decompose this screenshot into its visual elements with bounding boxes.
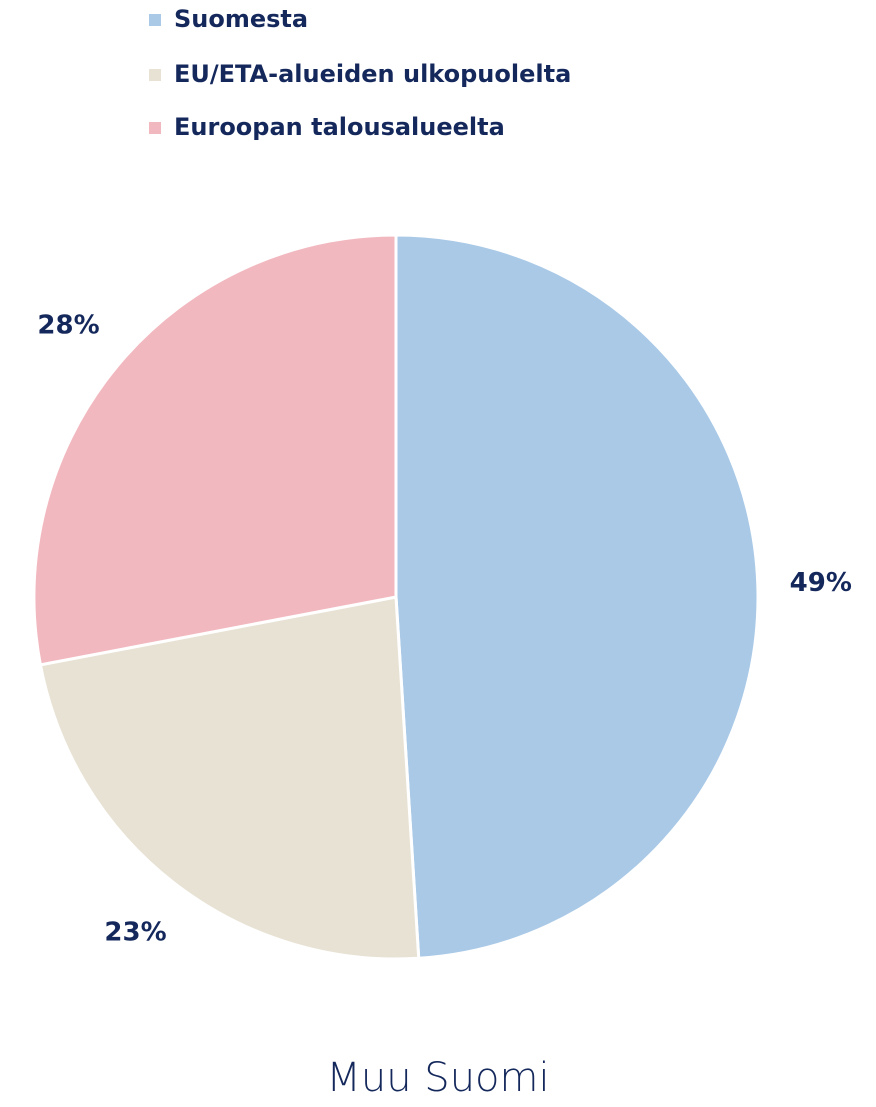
data-label: 28% <box>37 311 99 341</box>
pie-slice <box>38 595 421 961</box>
legend-label: Suomesta <box>174 5 308 33</box>
legend-label: EU/ETA-alueiden ulkopuolelta <box>174 60 571 88</box>
data-label: 23% <box>104 917 166 947</box>
data-label: 49% <box>790 568 852 598</box>
pie-slice <box>32 233 398 667</box>
pie-slice <box>394 233 760 960</box>
legend-swatch <box>149 122 161 134</box>
legend-label: Euroopan talousalueelta <box>174 113 505 141</box>
chart-title: Muu Suomi <box>326 1055 549 1101</box>
legend-swatch <box>149 69 161 81</box>
legend-swatch <box>149 14 161 26</box>
